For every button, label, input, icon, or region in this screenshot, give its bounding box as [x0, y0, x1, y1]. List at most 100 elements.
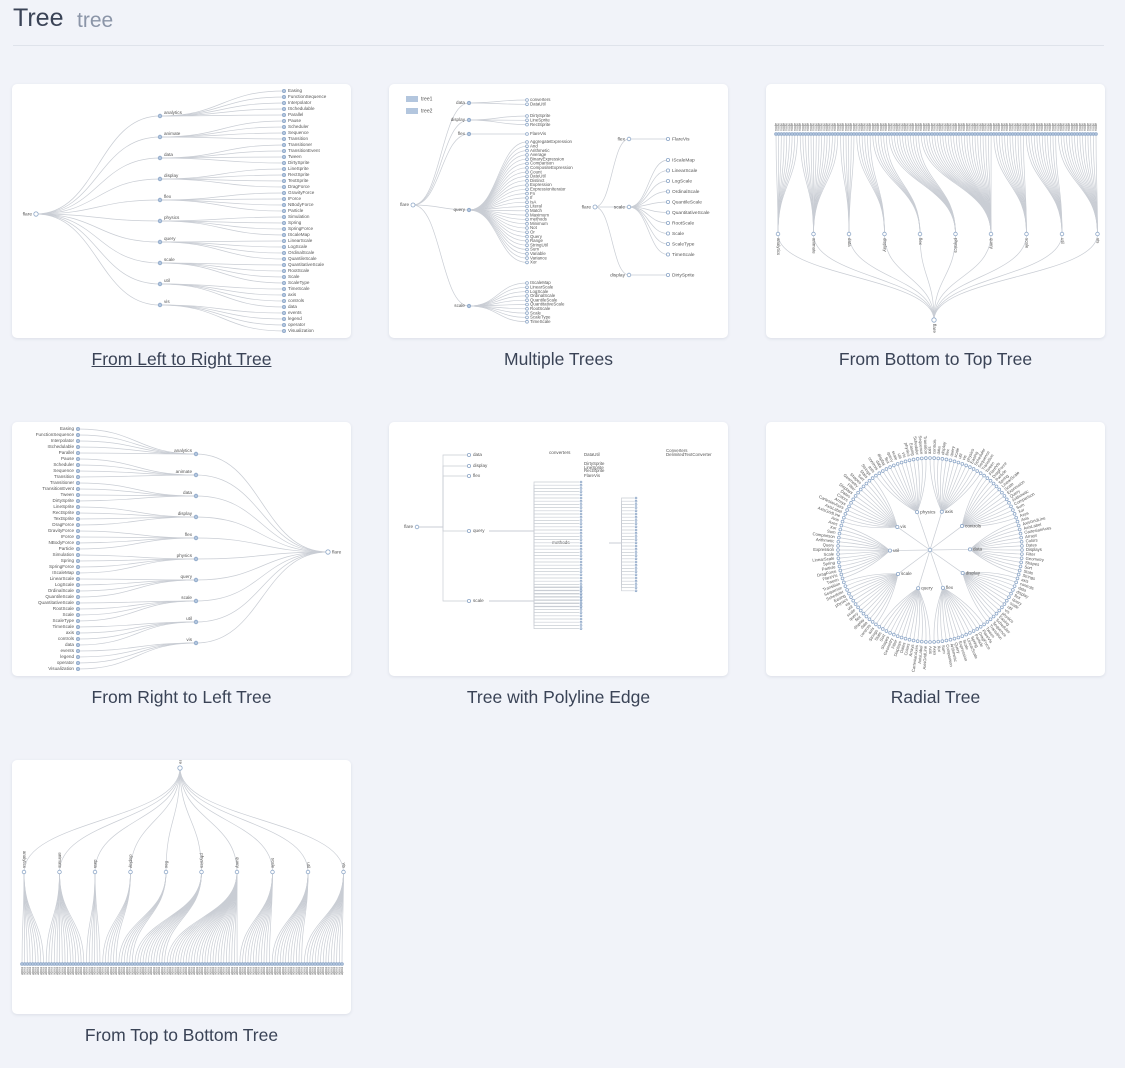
tree-link	[882, 587, 919, 630]
tree-node	[634, 531, 638, 535]
tree-node	[837, 535, 841, 540]
card-polyline-tree[interactable]: data display flex query scale flare converters…	[389, 422, 728, 708]
tree-label: ISchedulable	[288, 106, 315, 111]
tree-label: node	[873, 123, 877, 131]
tree-label: node	[914, 123, 918, 131]
tree-label: Easing	[908, 442, 915, 456]
tree-label: node	[141, 967, 145, 975]
legend-swatch-tree2	[406, 108, 418, 114]
tree-node	[1019, 560, 1023, 565]
tree-node	[76, 517, 81, 522]
tree-label: Easing	[969, 450, 979, 464]
tree-label: Parallel	[288, 112, 303, 117]
tree-link	[159, 136, 285, 140]
caption-top-to-bottom-tree[interactable]: From Top to Bottom Tree	[84, 1025, 279, 1045]
card-radial-tree[interactable]: axis controls data display flex query scale uti…	[766, 422, 1105, 708]
thumbnail-right-to-left-tree[interactable]: Easing FunctionSequence Interpolator ISched…	[12, 422, 351, 676]
tree-label: Xor	[1017, 507, 1026, 514]
tree-label: Transitioner	[288, 142, 313, 147]
tree-label: Sort	[878, 632, 886, 642]
tree-node	[579, 496, 583, 500]
tree-label: controls	[288, 298, 305, 303]
thumbnail-top-to-bottom-tree[interactable]: node node node node node node node node node node…	[12, 760, 351, 1014]
tree-label: query	[1011, 597, 1023, 607]
tree-link	[1060, 133, 1098, 235]
tree-node	[157, 281, 163, 287]
tree-label: node	[98, 967, 102, 975]
tree-link	[838, 537, 891, 551]
tree-label: node	[830, 123, 834, 131]
tree-link	[962, 572, 1010, 598]
caption-radial-tree[interactable]: Radial Tree	[890, 687, 981, 707]
caption-multiple-trees[interactable]: Multiple Trees	[504, 349, 613, 369]
tree-link	[860, 489, 898, 528]
tree-node	[849, 595, 853, 599]
tree-link	[918, 133, 956, 235]
tree-node	[525, 319, 529, 324]
tree-node	[579, 614, 583, 618]
tree-node	[281, 304, 286, 309]
tree-link	[869, 133, 885, 235]
tree-label: node	[286, 967, 290, 975]
tree-label: physics	[177, 553, 193, 558]
tree-link	[942, 587, 974, 632]
tree-link	[179, 767, 273, 873]
tree-label: node	[63, 967, 67, 975]
thumbnail-bottom-to-top-tree[interactable]: node node node node node node node node node node…	[766, 84, 1105, 338]
card-left-to-right-tree[interactable]: Easing FunctionSequence Interpolator ISched…	[12, 84, 351, 370]
card-right-to-left-tree[interactable]: Easing FunctionSequence Interpolator ISched…	[12, 422, 351, 708]
tree-label: NBodyForce	[48, 540, 74, 545]
tree-node	[281, 280, 286, 285]
tree-node	[193, 598, 199, 604]
tree-label: node	[77, 967, 81, 975]
tree-link	[866, 573, 899, 617]
tree-link	[931, 133, 992, 235]
tree-link	[969, 549, 1020, 571]
tree-node	[1014, 580, 1018, 585]
tree-node	[281, 155, 286, 160]
tree-label: node	[254, 967, 258, 975]
tree-label: scale	[891, 450, 899, 462]
tree-link	[846, 509, 898, 528]
tree-link	[933, 458, 943, 512]
tree-link	[468, 102, 528, 105]
caption-polyline-tree[interactable]: Tree with Polyline Edge	[466, 687, 651, 707]
tree-label: query	[473, 528, 485, 533]
tree-link	[77, 578, 197, 581]
tree-link	[1023, 133, 1027, 235]
tree-link	[150, 871, 202, 965]
tree-label: LinearScale	[288, 238, 313, 243]
tree-node	[881, 627, 885, 631]
tree-node	[579, 493, 583, 497]
tree-label: node	[55, 967, 59, 975]
tree-label: node	[319, 967, 323, 975]
thumbnail-multiple-trees[interactable]: tree1 tree2 converters DataUtil data DirtySpr…	[389, 84, 728, 338]
thumbnail-left-to-right-tree[interactable]: Easing FunctionSequence Interpolator ISched…	[12, 84, 351, 338]
tree-label: node	[820, 123, 824, 131]
tree-link	[838, 550, 891, 559]
thumbnail-polyline-tree[interactable]: data display flex query scale flare converters…	[389, 422, 728, 676]
tree-node	[157, 197, 163, 203]
tree-node	[281, 292, 286, 297]
tree-node	[915, 639, 920, 643]
tree-label: QuantitativeScale	[38, 600, 74, 605]
tree-node	[579, 583, 583, 586]
caption-left-to-right-tree[interactable]: From Left to Right Tree	[91, 349, 272, 369]
tree-label: Sequence	[288, 130, 309, 135]
card-multiple-trees[interactable]: tree1 tree2 converters DataUtil data DirtySpr…	[389, 84, 728, 370]
card-top-to-bottom-tree[interactable]: node node node node node node node node node node…	[12, 760, 351, 1046]
tree-node	[76, 588, 81, 593]
tree-label: node	[300, 967, 304, 975]
card-bottom-to-top-tree[interactable]: node node node node node node node node node node…	[766, 84, 1105, 370]
tree-link	[848, 573, 899, 594]
tree-link	[916, 458, 920, 513]
tree-label: analytics	[164, 110, 183, 115]
thumbnail-radial-tree[interactable]: axis controls data display flex query scale uti…	[766, 422, 1105, 676]
tree-label: node	[938, 123, 942, 131]
tree-link	[840, 550, 891, 571]
caption-right-to-left-tree[interactable]: From Right to Left Tree	[91, 687, 272, 707]
caption-bottom-to-top-tree[interactable]: From Bottom to Top Tree	[838, 349, 1033, 369]
tree-link	[941, 465, 967, 512]
tree-label: vis	[341, 863, 346, 869]
tree-node	[634, 525, 638, 529]
